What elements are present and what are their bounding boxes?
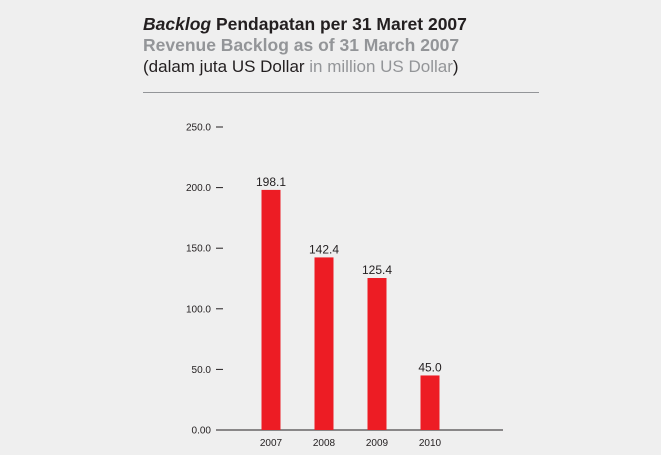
y-tick-label: 250.0 (186, 123, 211, 134)
bar-2009 (367, 278, 387, 430)
chart-title: Backlog Pendapatan per 31 Maret 2007 (143, 14, 539, 35)
bar-series: 198.1 142.4 125.4 45.0 (256, 175, 442, 430)
chart-header: Backlog Pendapatan per 31 Maret 2007 Rev… (143, 14, 539, 77)
y-tick-label: 150.0 (186, 244, 211, 255)
unit-label-en: in million US Dollar (309, 57, 453, 76)
bar-2008 (314, 257, 334, 430)
chart-subtitle: Revenue Backlog as of 31 March 2007 (143, 35, 460, 55)
x-tick-label: 2009 (366, 438, 389, 449)
chart-title-italic: Backlog (143, 14, 212, 34)
chart-unit-label: (dalam juta US Dollar in million US Doll… (143, 56, 539, 77)
y-tick-label: 50.0 (192, 365, 212, 376)
y-tick-label: 200.0 (186, 183, 211, 194)
x-axis: 2007 2008 2009 2010 (216, 429, 503, 449)
header-divider (143, 92, 539, 93)
bar-2007 (261, 189, 281, 430)
unit-label-id: (dalam juta US Dollar (143, 57, 310, 76)
bar-value-label: 142.4 (309, 242, 339, 256)
x-tick-label: 2010 (419, 438, 442, 449)
bar-value-label: 198.1 (256, 175, 286, 189)
x-tick-label: 2007 (260, 438, 283, 449)
bar-2010 (420, 375, 440, 430)
y-tick-label: 0.00 (192, 426, 212, 437)
y-tick-label: 100.0 (186, 304, 211, 315)
chart-title-rest: Pendapatan per 31 Maret 2007 (211, 14, 467, 34)
unit-label-close: ) (452, 57, 459, 76)
x-tick-label: 2008 (313, 438, 336, 449)
bar-value-label: 125.4 (362, 263, 392, 277)
y-axis: 0.00 50.0 100.0 150.0 200.0 250.0 (186, 123, 223, 437)
bar-value-label: 45.0 (418, 360, 442, 374)
